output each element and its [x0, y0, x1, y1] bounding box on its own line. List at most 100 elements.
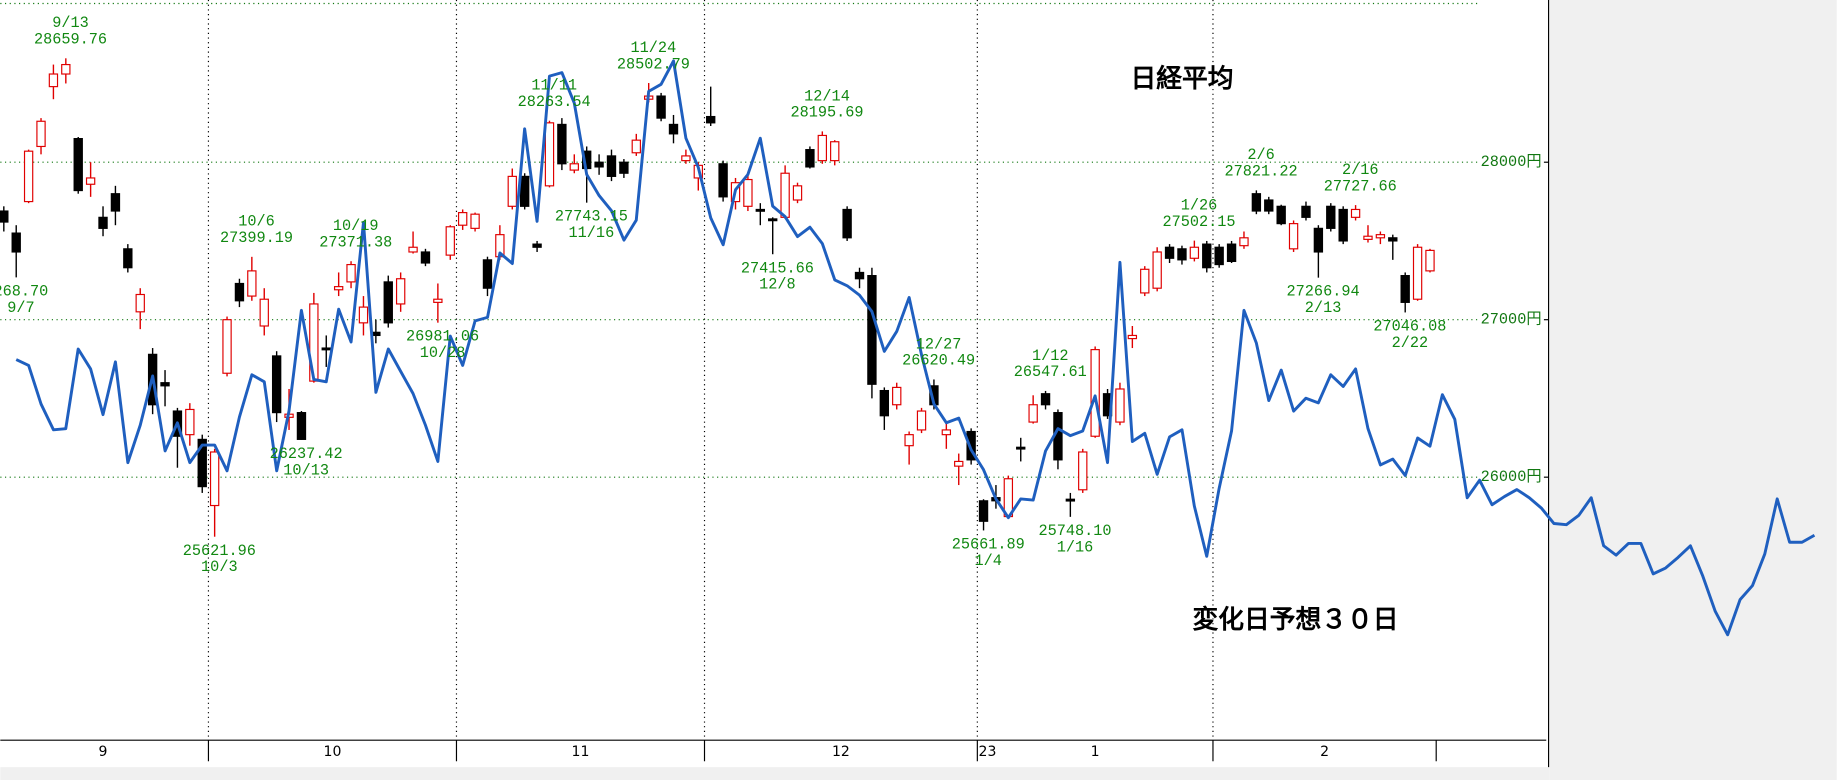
candle-body	[11, 232, 21, 253]
annotation-date: 10/13	[283, 461, 329, 479]
candle-body	[842, 208, 852, 239]
candle-body	[755, 208, 765, 212]
candle-body	[61, 63, 71, 75]
annotation-price: 28502.79	[617, 55, 690, 73]
candle-body	[743, 178, 753, 207]
candle-body	[457, 212, 468, 226]
candle-body	[792, 185, 803, 201]
candle-body	[830, 141, 840, 162]
candle-body	[1189, 246, 1200, 259]
y-tick-label: 28000円	[1481, 153, 1542, 171]
candle-body	[1177, 248, 1187, 261]
candle-body	[234, 282, 245, 302]
annotation-price: 26981.06	[406, 328, 479, 346]
candle-body	[978, 500, 989, 522]
candle-body	[1127, 334, 1138, 340]
year-label: 23	[979, 744, 997, 760]
annotation-date: 2/13	[1305, 299, 1342, 317]
candle-body	[532, 243, 542, 248]
candle-body	[1313, 227, 1324, 253]
annotation-price: 27821.22	[1225, 163, 1298, 181]
candle-body	[619, 161, 629, 174]
x-tick-label: 1	[1091, 744, 1100, 760]
candle-body	[1028, 404, 1038, 423]
annotation-price: 27371.38	[319, 233, 392, 251]
annotation-date: 2/6	[1247, 146, 1274, 164]
candle-body	[1214, 246, 1224, 266]
candle-body	[85, 177, 96, 185]
candle-body	[185, 408, 195, 436]
annotation-price: 25661.89	[952, 535, 1025, 553]
x-tick-label: 12	[832, 744, 850, 760]
annotation-price: 25748.10	[1039, 522, 1112, 540]
candle-body	[482, 259, 493, 289]
annotation-date: 1/26	[1181, 196, 1218, 214]
x-tick-label: 10	[324, 744, 342, 760]
candle-body	[408, 246, 418, 253]
candle-body	[507, 175, 517, 207]
bottom-strip	[0, 767, 1550, 780]
candle-body	[1375, 234, 1386, 239]
candle-body	[904, 434, 914, 447]
candle-body	[557, 123, 567, 165]
annotation-date: 11/16	[569, 224, 615, 242]
annotation-price: 268.70	[0, 282, 48, 300]
annotation-date: 1/16	[1057, 538, 1094, 556]
candle-body	[309, 303, 319, 382]
annotation-price: 25621.96	[183, 542, 256, 560]
candle-body	[1412, 246, 1423, 300]
candle-body	[1226, 243, 1237, 263]
candle-body	[1425, 249, 1435, 272]
candle-body	[941, 429, 952, 436]
annotation-price: 27743.15	[555, 208, 628, 226]
annotation-price: 26237.42	[270, 445, 343, 463]
candle-body	[954, 460, 964, 467]
candle-body	[358, 306, 369, 324]
candle-body	[73, 138, 83, 192]
annotation-date: 9/7	[7, 299, 34, 317]
candle-body	[1363, 235, 1373, 240]
candle-body	[631, 139, 641, 154]
candle-body	[817, 134, 828, 162]
candle-body	[594, 161, 604, 168]
candle-body	[1078, 451, 1088, 491]
candle-body	[383, 281, 393, 324]
candle-body	[160, 382, 170, 387]
annotation-date: 1/12	[1032, 347, 1069, 365]
candle-body	[805, 149, 815, 168]
annotation-date: 10/3	[201, 558, 238, 576]
annotation-date: 11/24	[631, 39, 677, 57]
candle-body	[681, 155, 691, 162]
annotation-price: 28659.76	[34, 31, 107, 49]
candle-body	[1152, 251, 1162, 289]
candle-body	[1288, 223, 1299, 250]
candle-body	[48, 73, 59, 88]
forecast-label: 変化日予想３０日	[1193, 604, 1399, 635]
annotation-price: 28195.69	[790, 104, 863, 122]
x-tick-label: 2	[1320, 744, 1329, 760]
candle-body	[1350, 208, 1361, 218]
annotation-date: 12/8	[759, 276, 796, 294]
candle-body	[854, 271, 865, 280]
candle-body	[0, 210, 9, 223]
candle-body	[892, 386, 902, 406]
candle-body	[110, 193, 121, 212]
candle-body	[879, 389, 890, 417]
candle-body	[569, 163, 579, 171]
annotation-date: 2/16	[1342, 161, 1379, 179]
annotation-date: 12/14	[804, 87, 850, 105]
candle-body	[780, 172, 790, 218]
candle-body	[1326, 205, 1336, 229]
annotation-price: 27266.94	[1287, 283, 1360, 301]
candle-body	[706, 115, 716, 124]
candle-body	[656, 95, 666, 119]
candle-body	[1115, 388, 1125, 423]
candle-body	[966, 430, 976, 461]
candle-body	[768, 218, 778, 222]
candle-body	[395, 278, 406, 305]
candle-body	[333, 286, 344, 291]
side-panel	[1549, 0, 1837, 780]
candle-body	[420, 251, 431, 264]
annotation-date: 10/6	[238, 213, 275, 231]
